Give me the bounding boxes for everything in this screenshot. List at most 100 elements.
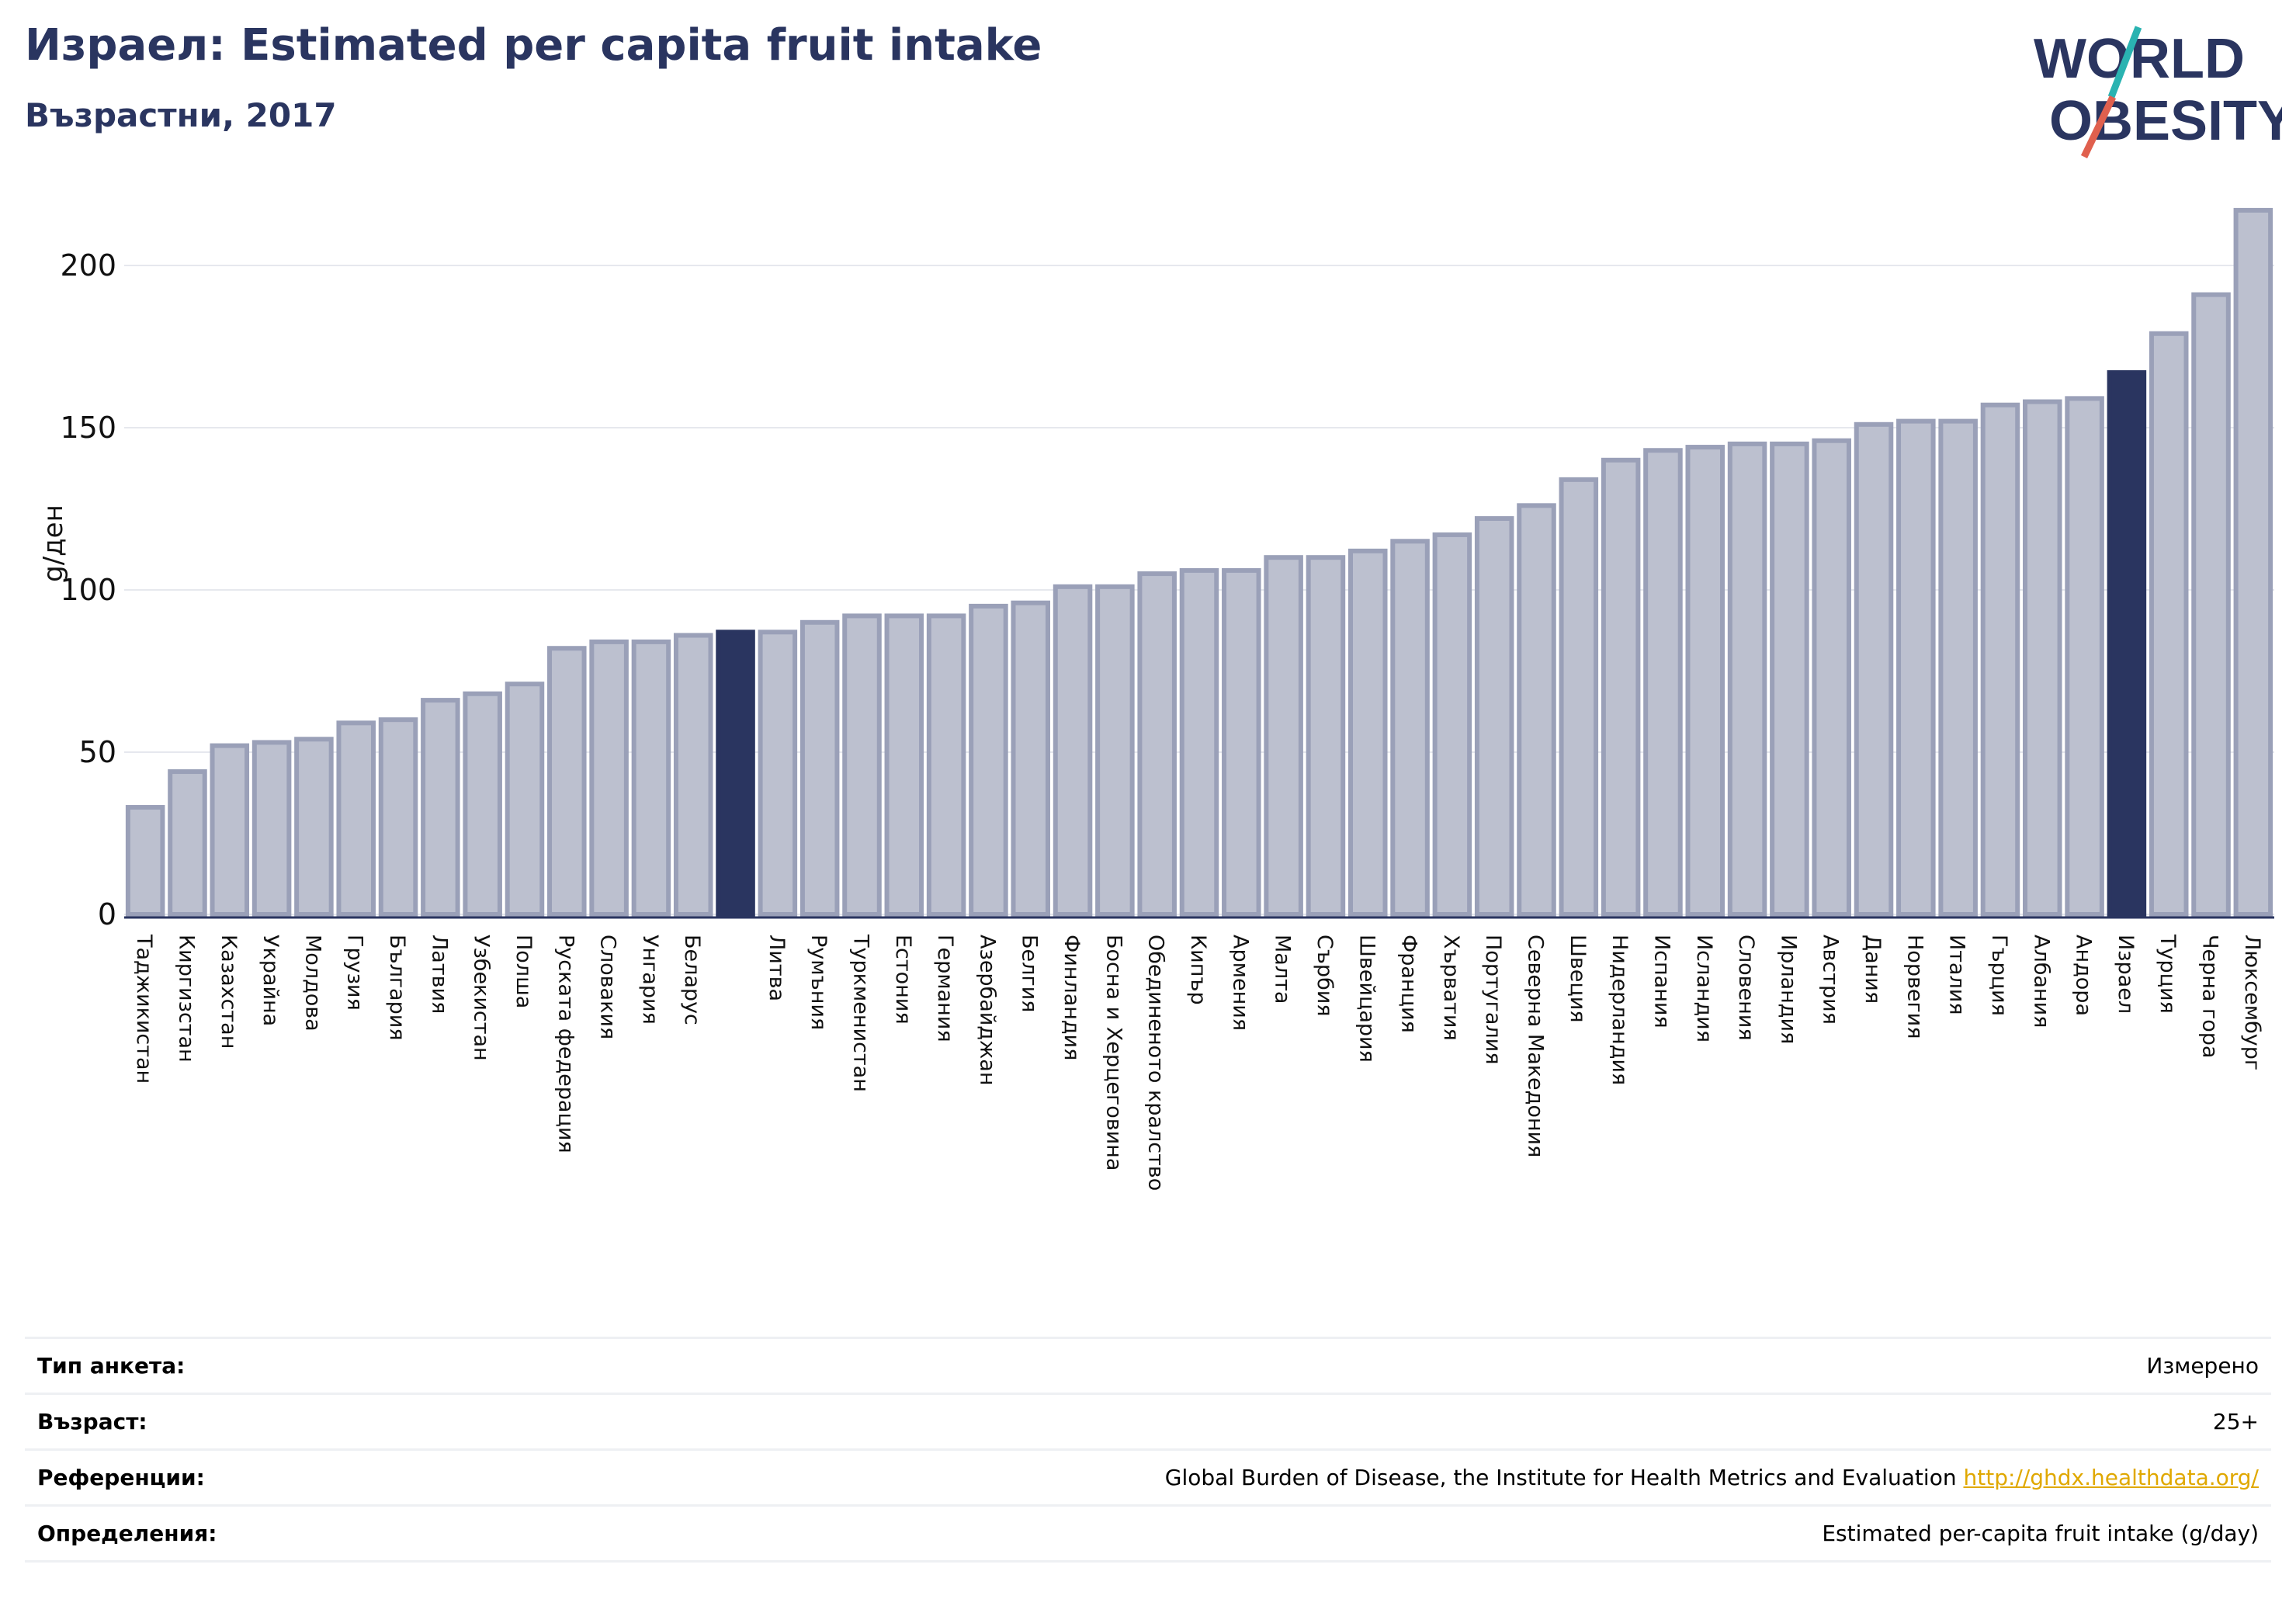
x-tick-label: Люксембург [2240, 935, 2264, 1070]
bar [2149, 331, 2189, 917]
y-axis-ticks: 0 50 100 150 200 [60, 248, 116, 931]
logo-slash-teal [2107, 26, 2142, 99]
x-tick-label: Австрия [1819, 935, 1843, 1025]
x-axis-labels: Таджикистан Киргизстан Казахстан Украйна Мол… [132, 934, 2264, 1191]
bar [251, 740, 292, 917]
x-tick-label: Северна Македония [1524, 935, 1548, 1157]
bar [969, 603, 1008, 917]
info-label: Референции: [37, 1465, 205, 1490]
chart-subtitle: Възрастни, 2017 [25, 96, 337, 134]
bar [336, 720, 376, 917]
bar [799, 619, 840, 917]
x-tick-label: Франция [1397, 935, 1421, 1033]
bar [547, 646, 587, 917]
bar [1854, 421, 1894, 917]
logo-slash-red [2080, 95, 2117, 158]
info-value: Estimated per-capita fruit intake (g/day… [1822, 1521, 2259, 1546]
x-tick-label: България [385, 935, 409, 1041]
x-tick-label: Финландия [1060, 935, 1084, 1060]
bar [463, 691, 502, 917]
bar [1474, 516, 1514, 917]
x-tick-label: Азербайджан [975, 935, 999, 1086]
bar [2023, 399, 2062, 917]
info-row: Референции: Global Burden of Disease, the… [25, 1451, 2271, 1507]
x-tick-label: Литва [765, 935, 789, 1001]
bar [421, 698, 460, 917]
x-tick-label: Обединеното кралство [1144, 935, 1168, 1191]
x-tick-label: Испания [1649, 935, 1673, 1028]
info-value: 25+ [2213, 1409, 2259, 1434]
bar [1137, 571, 1177, 917]
x-tick-label: Андора [2072, 935, 2096, 1016]
bar [1264, 555, 1303, 917]
x-tick-label: Киргизстан [174, 935, 198, 1063]
x-tick-label: Беларус [680, 935, 704, 1025]
x-tick-label: Румъния [806, 935, 831, 1030]
info-table: Тип анкета: Измерено Възраст: 25+ Референции… [25, 1337, 2271, 1563]
x-tick-label: Молдова [300, 935, 324, 1032]
bar [842, 613, 882, 917]
x-tick-label: Словакия [596, 935, 620, 1039]
info-row: Определения: Estimated per-capita fruit i… [25, 1507, 2271, 1563]
bar [1222, 567, 1261, 917]
x-tick-label: Исландия [1692, 935, 1716, 1042]
x-tick-label: Естония [891, 935, 915, 1025]
x-tick-label: Норвегия [1902, 935, 1927, 1039]
bar [884, 613, 924, 917]
bar [1390, 539, 1430, 917]
bar [1643, 448, 1683, 917]
x-tick-label: Швейцария [1354, 935, 1379, 1063]
info-row: Тип анкета: Измерено [25, 1339, 2271, 1395]
y-tick-label: 150 [60, 411, 116, 445]
bar [631, 639, 671, 917]
x-tick-label: Латвия [427, 935, 451, 1014]
x-tick-label: Армения [1228, 935, 1252, 1031]
x-tick-label: Израел [2114, 935, 2138, 1014]
x-tick-label: Руската федерация [553, 935, 577, 1153]
x-tick-label: Турция [2156, 934, 2180, 1014]
bar [589, 639, 629, 917]
bar [1053, 584, 1093, 917]
y-tick-label: 50 [79, 735, 116, 769]
chart-title: Израел: Estimated per capita fruit intak… [25, 20, 1042, 71]
x-tick-label: Узбекистан [470, 935, 494, 1061]
bar [1517, 503, 1556, 917]
logo-line1: WORLD [2034, 28, 2245, 90]
bars [125, 207, 2273, 917]
bar [1095, 584, 1135, 917]
bar [2065, 396, 2104, 917]
bar [1432, 532, 1472, 917]
bar [1896, 418, 1936, 917]
x-tick-label: Кипър [1186, 935, 1210, 1005]
x-tick-label: Казахстан [217, 935, 241, 1049]
y-tick-label: 0 [98, 897, 116, 931]
bar-chart: 0 50 100 150 200 Таджикистан Киргизстан Казахс… [38, 207, 2274, 1191]
info-value-text: 25+ [2212, 1409, 2259, 1434]
bar-highlight [2107, 369, 2147, 917]
bar [125, 805, 165, 917]
bar [1685, 445, 1725, 917]
bar [378, 717, 418, 917]
y-tick-label: 200 [60, 248, 116, 283]
bar [168, 769, 207, 917]
bar [210, 743, 250, 917]
info-label: Тип анкета: [37, 1353, 186, 1379]
x-tick-label: Черна гора [2198, 935, 2222, 1058]
bar [1011, 600, 1051, 917]
reference-link[interactable]: http://ghdx.healthdata.org/ [1963, 1465, 2259, 1490]
bar [2233, 207, 2273, 917]
x-tick-label: Дания [1861, 935, 1885, 1004]
bar [1347, 548, 1388, 917]
x-tick-label: Португалия [1481, 935, 1505, 1064]
world-obesity-logo: WORLD OBESITY [2034, 26, 2282, 158]
info-value: Global Burden of Disease, the Institute … [1165, 1465, 2259, 1490]
x-tick-label: Туркменистан [848, 934, 872, 1092]
bar [758, 630, 798, 917]
info-label: Възраст: [37, 1409, 147, 1434]
x-tick-label: Хърватия [1439, 935, 1463, 1041]
x-tick-label: Албания [2029, 935, 2053, 1028]
x-tick-label: Грузия [343, 935, 367, 1011]
bar [1179, 567, 1219, 917]
info-value-text: Измерено [2146, 1353, 2259, 1379]
x-tick-label: Италия [1945, 935, 1969, 1015]
